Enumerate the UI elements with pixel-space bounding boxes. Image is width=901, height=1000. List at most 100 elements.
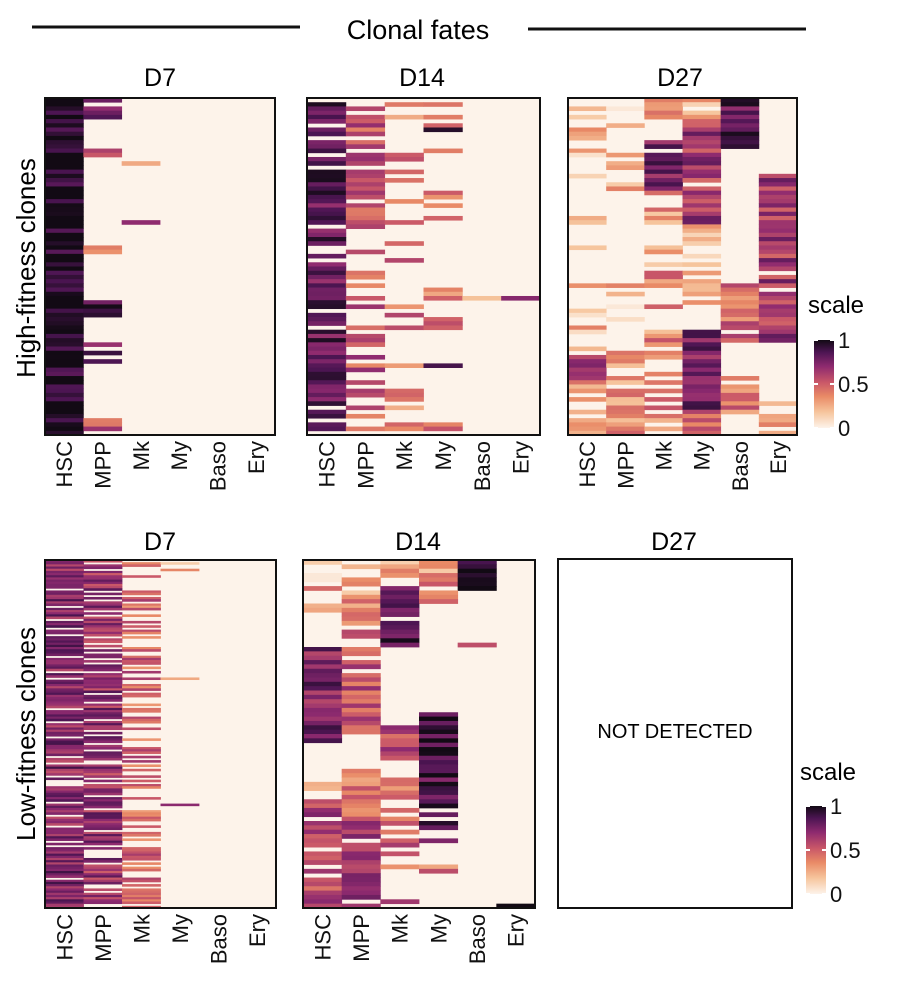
heatmap-cell [682,422,722,427]
heatmap-cell [419,864,459,870]
heatmap-cell [45,590,84,594]
heatmap-cell [303,720,343,726]
heatmap-cell [419,564,459,570]
heatmap-cell [45,258,84,263]
heatmap-cell [345,123,386,128]
heatmap-cell [758,199,798,204]
heatmap-cell [45,190,84,196]
heatmap-cell [83,773,123,776]
heatmap-cell [45,363,84,368]
heatmap-cell [384,169,424,175]
heatmap-cell [83,603,123,607]
heatmap-cell [644,350,683,356]
heatmap-cell [380,742,420,748]
heatmap-cell [83,649,123,652]
heatmap-cell [45,629,84,633]
heatmap-cell [644,110,683,116]
heatmap-cell [307,110,347,116]
heatmap-cell [83,703,123,707]
heatmap-cell [45,640,84,644]
legend-tick-label: 0.5 [830,838,861,863]
heatmap-cell [122,764,161,768]
heatmap-cell [644,207,683,213]
heatmap-cell [682,173,722,179]
heatmap-cell [45,579,84,583]
heatmap-cell [758,182,798,187]
heatmap-cell [682,342,722,347]
heatmap-cell [419,799,459,804]
heatmap-cell [758,418,798,423]
heatmap-cell [45,586,84,589]
heatmap-cell [644,405,683,411]
heatmap-cell [758,245,798,251]
heatmap-cell [682,388,722,394]
heatmap-cell [45,884,84,887]
heatmap-cell [83,875,123,878]
heatmap-cell [83,784,123,787]
heatmap-cell [45,718,84,722]
x-tick-label: MPP [91,914,116,962]
x-tick-label: MPP [613,441,638,489]
heatmap-cell [568,359,607,364]
heatmap-cell [122,812,161,815]
heatmap-cell [122,775,161,778]
heatmap-cell [419,729,459,735]
heatmap-cell [45,770,84,774]
heatmap-cell [45,888,84,891]
heatmap-cell [83,744,123,748]
heatmap-cell [341,681,381,687]
heatmap-cell [83,792,123,796]
heatmap-cell [307,232,347,238]
heatmap-cell [380,638,420,644]
heatmap-cell [720,123,760,128]
heatmap-cell [644,274,683,280]
heatmap-cell [83,816,123,820]
heatmap-cell [758,338,798,343]
heatmap-cell [419,599,459,604]
heatmap-cell [45,812,84,815]
heatmap-cell [606,413,645,419]
heatmap-cell [83,764,123,768]
heatmap-cell [758,228,798,234]
heatmap-cell [307,228,347,234]
heatmap-cell [45,287,84,293]
heatmap-cell [345,173,386,179]
heatmap-cell [122,686,161,689]
heatmap-cell [720,287,760,293]
heatmap-cell [307,329,347,335]
heatmap-cell [758,194,798,200]
heatmap-cell [758,279,798,284]
heatmap-cell [45,392,84,398]
heatmap-cell [644,178,683,183]
heatmap-cell [682,148,722,154]
heatmap-cell [45,418,84,423]
heatmap-cell [345,342,386,347]
heatmap-cell [303,738,343,744]
legend-tick-label: 1 [838,328,850,353]
heatmap-cell [45,422,84,427]
heatmap-cell [45,666,84,670]
heatmap-cell [758,190,798,196]
heatmap-cell [307,131,347,137]
heatmap-cell [83,803,123,807]
heatmap-cell [720,98,760,103]
heatmap-cell [45,799,84,802]
heatmap-cell [122,562,161,565]
heatmap-cell [303,655,343,661]
heatmap-cell [45,683,84,687]
heatmap-cell [122,786,161,789]
heatmap-cell [121,220,161,225]
heatmap-cell [682,409,722,415]
heatmap-cell [682,232,722,238]
heatmap-cell [341,777,381,783]
heatmap-cell [45,697,84,700]
heatmap-cell [682,165,722,171]
heatmap-cell [644,169,683,175]
heatmap-cell [568,308,607,314]
heatmap-cell [45,664,84,667]
heatmap-cell [307,350,347,356]
heatmap-cell [45,673,84,676]
heatmap-cell [568,131,607,137]
heatmap-cell [341,660,381,665]
heatmap-cell [45,716,84,720]
